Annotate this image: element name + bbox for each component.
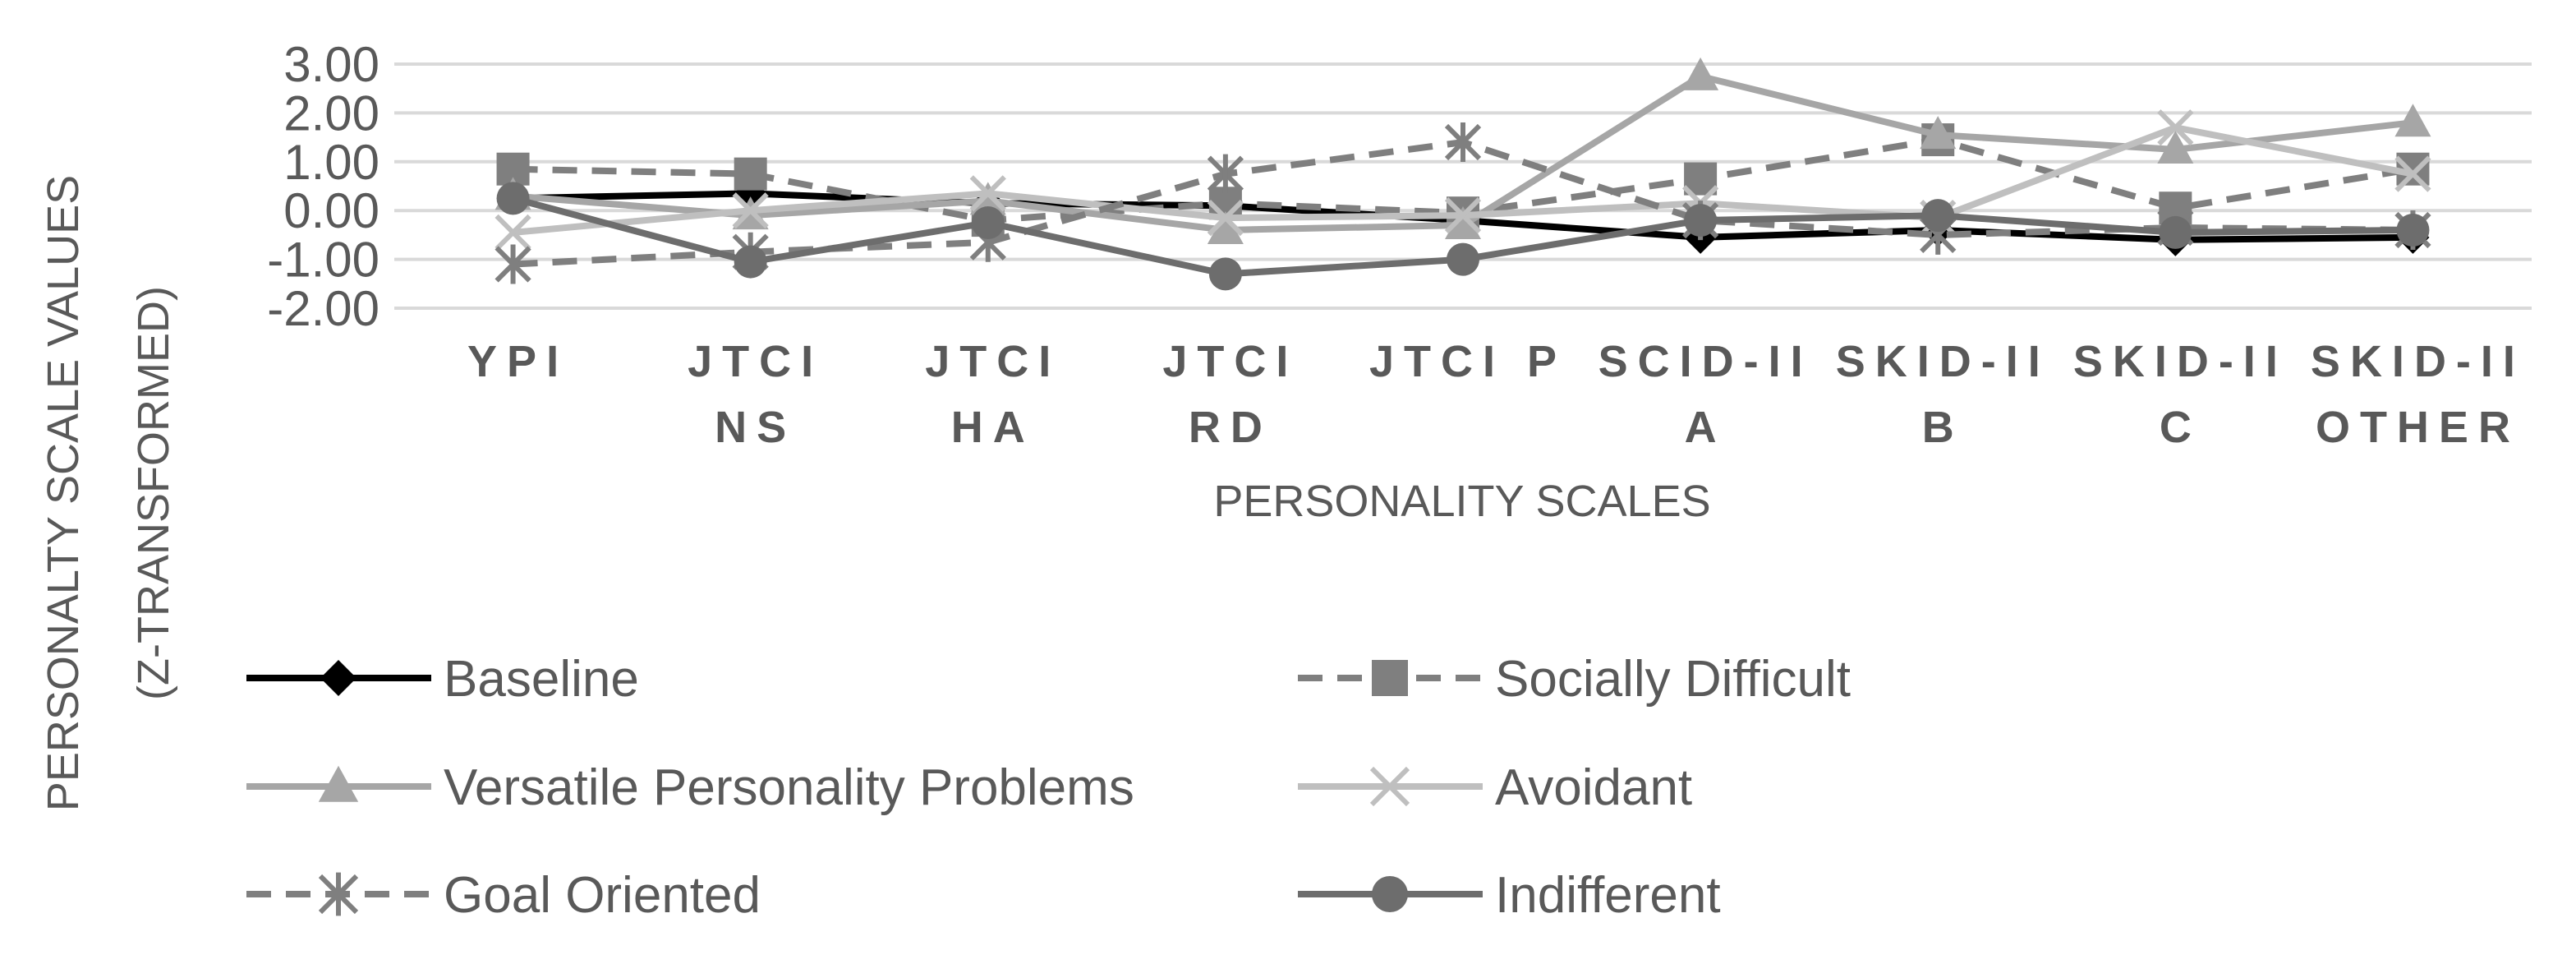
data-point — [2394, 155, 2431, 192]
data-point — [2157, 109, 2194, 146]
data-point — [1207, 199, 1244, 237]
data-point — [2157, 130, 2194, 164]
data-point — [1208, 257, 1242, 291]
data-point — [318, 872, 359, 916]
legend-item: Avoidant — [1298, 759, 1692, 816]
data-series — [494, 57, 2431, 291]
x-tick-label: JTCI — [925, 337, 1060, 386]
data-point — [969, 182, 1006, 215]
data-point — [1444, 122, 1482, 163]
y-tick-label: -2.00 — [267, 281, 380, 336]
x-tick-label: HA — [951, 403, 1035, 452]
x-tick-label: JTCI — [688, 337, 823, 386]
data-point — [732, 192, 769, 229]
x-tick-label: JTCI — [1162, 337, 1298, 386]
data-point — [734, 245, 767, 279]
legend-label: Goal Oriented — [444, 867, 761, 924]
legend-label: Indifferent — [1495, 867, 1721, 924]
data-point — [2396, 213, 2430, 247]
x-tick-label: C — [2160, 403, 2201, 452]
data-point — [969, 175, 1006, 212]
legend-label: Socially Difficult — [1495, 651, 1851, 708]
y-tick-label: -1.00 — [267, 233, 380, 288]
data-point — [734, 157, 767, 191]
x-axis-title: PERSONALITY SCALES — [1213, 477, 1710, 526]
data-point — [1445, 206, 1481, 240]
data-point — [1684, 204, 1718, 238]
data-point — [494, 214, 531, 251]
y-tick-label: 3.00 — [283, 37, 380, 92]
data-point — [320, 660, 356, 696]
data-point — [1921, 199, 1955, 233]
legend-label: Baseline — [444, 651, 639, 708]
x-tick-label: RD — [1189, 403, 1272, 452]
data-point — [2394, 104, 2431, 137]
data-point — [318, 765, 359, 802]
x-tick-label: SKID-II — [1836, 337, 2050, 386]
data-point — [1207, 154, 1244, 194]
data-point — [1447, 242, 1479, 276]
data-point — [1682, 57, 1719, 90]
x-tick-label: SCID-II — [1598, 337, 1813, 386]
data-point — [494, 244, 531, 284]
legend-item: Goal Oriented — [246, 867, 761, 924]
x-tick-label: YPI — [467, 337, 568, 386]
legend-item: Indifferent — [1298, 867, 1721, 924]
data-point — [1920, 116, 1957, 150]
data-point — [971, 206, 1005, 240]
legend-item: Baseline — [246, 651, 639, 708]
y-tick-label: 2.00 — [283, 85, 380, 141]
y-axis-title-line-2: (Z-TRANSFORMED) — [129, 286, 178, 700]
legend-item: Versatile Personality Problems — [246, 759, 1134, 816]
data-point — [1369, 766, 1410, 807]
data-point — [1444, 197, 1482, 234]
y-axis-ticks: 3.002.001.000.00-1.00-2.00 — [267, 37, 380, 336]
x-tick-label: A — [1685, 403, 1727, 452]
data-point — [496, 182, 530, 215]
x-tick-label: JTCI P — [1369, 337, 1566, 386]
data-point — [1372, 660, 1408, 696]
x-tick-label: OTHER — [2316, 403, 2520, 452]
x-tick-label: SKID-II — [2311, 337, 2525, 386]
data-point — [2159, 215, 2192, 249]
y-axis-title: PERSONALTY SCALE VALUES (Z-TRANSFORMED) — [39, 175, 178, 811]
x-tick-label: B — [1922, 403, 1964, 452]
series-indifferent — [496, 182, 2430, 291]
x-tick-label: SKID-II — [2073, 337, 2288, 386]
x-axis-ticks: YPI JTCI NS JTCI HA JTCI RD JTCI P SCID-II A SKID-… — [467, 337, 2525, 452]
x-tick-label: NS — [715, 403, 796, 452]
data-point — [1372, 876, 1408, 912]
data-point — [1207, 210, 1244, 244]
legend-item: Socially Difficult — [1298, 651, 1851, 708]
legend-label: Avoidant — [1495, 759, 1692, 816]
y-axis-title-line-1: PERSONALTY SCALE VALUES — [39, 175, 88, 811]
y-tick-label: 1.00 — [283, 135, 380, 190]
legend-label: Versatile Personality Problems — [444, 759, 1134, 816]
y-tick-label: 0.00 — [283, 183, 380, 238]
legend: Baseline Socially Difficult Versatile Pers… — [246, 651, 1851, 924]
